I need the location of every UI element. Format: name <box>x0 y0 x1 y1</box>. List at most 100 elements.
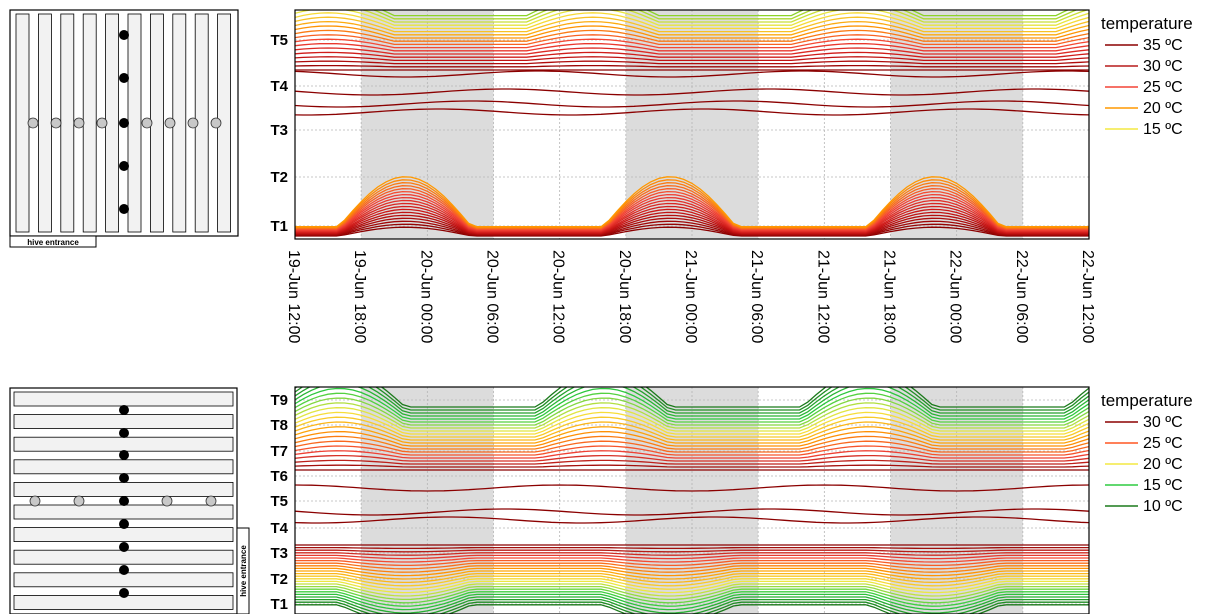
bottom-sensor-inner <box>119 519 129 529</box>
top-sensor-outer <box>27 117 39 129</box>
top-contour-mid <box>295 108 1089 116</box>
y-tick-label: T7 <box>270 443 288 460</box>
x-tick-label: 22-Jun 06:00 <box>1013 250 1030 344</box>
y-tick-label: T5 <box>270 32 288 49</box>
bottom-contour-lower <box>295 562 1089 570</box>
bottom-contour-upper <box>295 411 1089 435</box>
top-sensor-inner <box>119 204 129 214</box>
bottom-hive-frame <box>13 414 234 430</box>
bottom-hive-frame <box>13 549 234 565</box>
top-contour-lower <box>295 211 1089 234</box>
top-contour-lower <box>295 182 1089 229</box>
top-contour-lower <box>295 196 1089 232</box>
top-contour-lower <box>295 179 1089 228</box>
bottom-contour-upper <box>295 402 1089 429</box>
bottom-contour-lower <box>295 585 1089 601</box>
top-contour-upper <box>295 25 1089 39</box>
y-tick-label: T2 <box>270 169 288 186</box>
bottom-hive-frames <box>13 391 234 610</box>
legend-label: 15 ºC <box>1143 477 1183 494</box>
top-contour-upper <box>295 10 1089 26</box>
top-contour-upper <box>361 10 1089 23</box>
x-tick-label: 19-Jun 12:00 <box>285 250 302 344</box>
top-contour-lower <box>295 199 1089 232</box>
bottom-legend: temperature 30 ºC 25 ºC 20 ºC 15 ºC 10 ºC <box>1101 391 1193 515</box>
bottom-contour-mid <box>295 484 1089 492</box>
y-tick-label: T3 <box>270 122 288 139</box>
x-tick-label: 20-Jun 06:00 <box>484 250 501 344</box>
x-tick-label: 21-Jun 06:00 <box>748 250 765 344</box>
bottom-contour-lower <box>295 575 1089 587</box>
top-contour-lower <box>295 205 1089 233</box>
y-tick-label: T4 <box>270 78 288 95</box>
top-contour-upper <box>295 51 1089 58</box>
top-hive-sensors <box>27 30 222 214</box>
bottom-hive-sensors <box>29 405 217 598</box>
top-hive-entrance-label: hive entrance <box>27 238 79 247</box>
top-contour-upper <box>372 10 1078 20</box>
top-contour-mid <box>295 100 1089 108</box>
bottom-contour-upper <box>295 430 1089 447</box>
bottom-sensor-outer <box>29 495 41 507</box>
y-tick-label: T3 <box>270 545 288 562</box>
legend-label: 35 ºC <box>1143 37 1183 54</box>
bottom-sensor-inner <box>119 450 129 460</box>
top-hive-diagram: hive entrance <box>9 9 239 248</box>
bottom-contour-lower <box>295 583 1089 597</box>
bottom-contour-lower <box>295 580 1089 594</box>
top-sensor-inner <box>119 161 129 171</box>
top-contour-lower <box>295 176 1089 228</box>
y-tick-label: T8 <box>270 417 288 434</box>
bottom-sensor-inner <box>119 428 129 438</box>
x-tick-label: 20-Jun 18:00 <box>616 250 633 344</box>
top-hive-frame <box>127 13 142 233</box>
top-contour-lower <box>295 208 1089 234</box>
bottom-sensor-inner <box>119 565 129 575</box>
top-plot-frame <box>294 9 1090 240</box>
legend-label: 20 ºC <box>1143 100 1183 117</box>
top-sensor-inner <box>119 73 129 83</box>
bottom-contour-upper <box>295 435 1089 450</box>
top-contour-lower <box>295 188 1089 230</box>
top-hive-entrance-box <box>9 235 97 248</box>
bottom-contour-upper <box>295 387 1089 408</box>
bottom-contour-upper <box>295 387 1089 417</box>
top-contour-mid <box>295 70 1089 78</box>
top-contour-upper <box>380 10 1070 17</box>
y-tick-label: T6 <box>270 468 288 485</box>
bottom-contour-upper <box>295 421 1089 441</box>
legend-label: 10 ºC <box>1143 498 1183 515</box>
bottom-contour-lower <box>295 578 1089 590</box>
bottom-contour-upper <box>295 459 1089 465</box>
top-contour-lower <box>295 226 1089 237</box>
bottom-hive-frame <box>13 481 234 497</box>
x-tick-label: 20-Jun 00:00 <box>417 250 434 344</box>
top-contour-upper <box>295 42 1089 52</box>
bottom-contour-upper <box>295 387 1089 414</box>
top-contour-upper <box>295 47 1089 55</box>
bottom-contour-lower <box>295 559 1089 567</box>
x-tick-label: 21-Jun 00:00 <box>682 250 699 344</box>
y-tick-label: T1 <box>270 218 288 235</box>
bottom-contour-lower <box>295 557 1089 563</box>
bottom-contour-upper <box>295 445 1089 456</box>
y-tick-label: T1 <box>270 596 288 613</box>
legend-label: 25 ºC <box>1143 435 1183 452</box>
bottom-contour-lower <box>295 570 1089 580</box>
bottom-plot-frame <box>294 386 1090 614</box>
x-tick-label: 21-Jun 12:00 <box>814 250 831 344</box>
top-contour-upper <box>295 56 1089 62</box>
top-sensor-outer <box>96 117 108 129</box>
bottom-sensor-inner <box>119 588 129 598</box>
top-contour-upper <box>295 16 1089 33</box>
y-tick-label: T4 <box>270 520 288 537</box>
top-chart: T1 T2 T3 T4 T5 19-Jun 12:00 19-Jun 18:00 20-Ju… <box>270 9 1096 344</box>
top-contour-lower <box>295 193 1089 231</box>
legend-label: 20 ºC <box>1143 456 1183 473</box>
top-contour-upper <box>295 64 1089 68</box>
x-tick-label: 20-Jun 12:00 <box>550 250 567 344</box>
bottom-hive-frame <box>13 459 234 475</box>
top-sensor-outer <box>164 117 176 129</box>
top-contour-lower <box>295 223 1089 237</box>
